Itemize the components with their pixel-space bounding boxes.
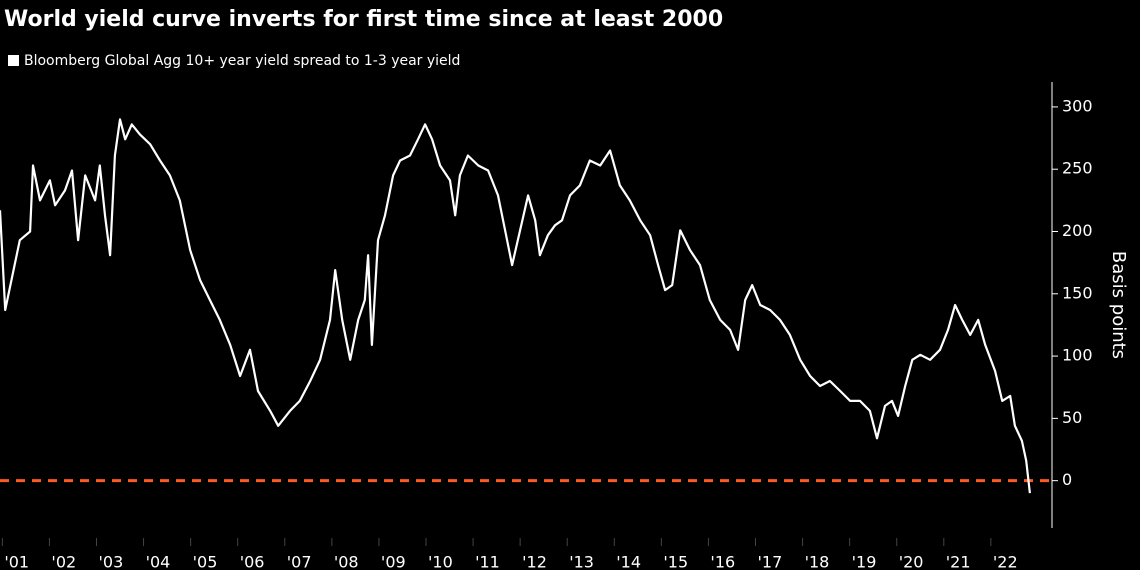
x-tick-label: '03 [98, 553, 123, 570]
x-tick-label: '10 [428, 553, 453, 570]
x-tick-label: '12 [522, 553, 547, 570]
y-tick-label: 100 [1062, 346, 1093, 365]
y-tick-label: 0 [1062, 470, 1072, 489]
y-tick-label: 250 [1062, 159, 1093, 178]
x-tick-label: '09 [381, 553, 406, 570]
data-line [0, 118, 1031, 494]
y-tick-label: 300 [1062, 96, 1093, 115]
x-tick-label: '01 [4, 553, 29, 570]
x-tick-label: '19 [852, 553, 877, 570]
x-tick-label: '08 [334, 553, 359, 570]
x-tick-label: '22 [993, 553, 1018, 570]
x-tick-label: '07 [287, 553, 312, 570]
x-tick-label: '21 [946, 553, 971, 570]
x-tick-label: '06 [240, 553, 265, 570]
x-tick-label: '11 [475, 553, 500, 570]
x-tick-label: '05 [193, 553, 218, 570]
x-tick-label: '14 [616, 553, 641, 570]
y-axis-title: Basis points [1108, 251, 1129, 359]
chart-title: World yield curve inverts for first time… [4, 7, 723, 32]
y-tick-label: 150 [1062, 283, 1093, 302]
legend-label: Bloomberg Global Agg 10+ year yield spre… [24, 53, 460, 69]
x-tick-label: '18 [805, 553, 830, 570]
x-tick-label: '17 [758, 553, 783, 570]
y-tick-label: 200 [1062, 221, 1093, 240]
x-tick-label: '02 [51, 553, 76, 570]
legend-swatch [8, 55, 19, 66]
x-tick-label: '16 [710, 553, 735, 570]
x-tick-label: '04 [146, 553, 171, 570]
x-tick-label: '15 [663, 553, 688, 570]
x-tick-label: '20 [899, 553, 924, 570]
y-tick-label: 50 [1062, 408, 1082, 427]
x-tick-label: '13 [569, 553, 594, 570]
